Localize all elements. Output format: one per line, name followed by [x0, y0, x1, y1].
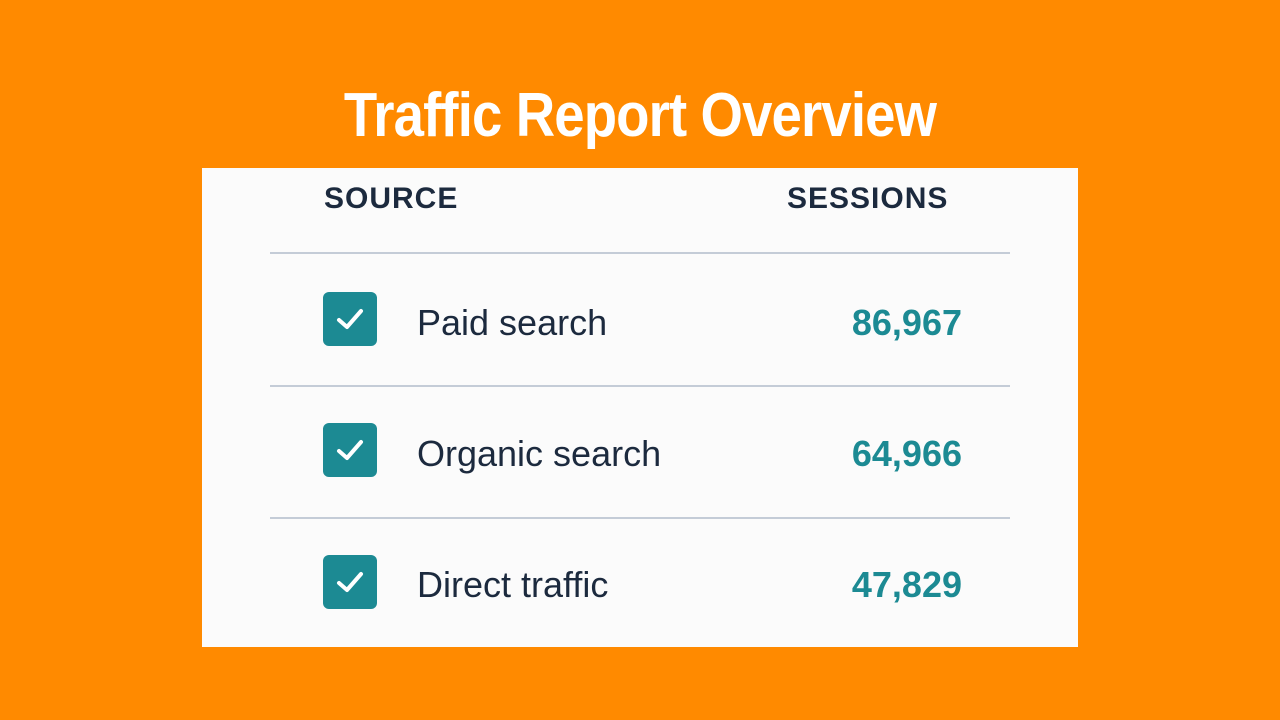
column-header-sessions: SESSIONS	[787, 182, 949, 215]
header-divider	[270, 252, 1010, 254]
row-label-source: Organic search	[417, 433, 662, 474]
traffic-table-card: SOURCE SESSIONS Paid search 86,967 Organ…	[202, 168, 1078, 647]
checkmark-icon	[337, 572, 363, 592]
row-checkbox-organic-search[interactable]	[323, 423, 377, 477]
row-checkbox-paid-search[interactable]	[323, 292, 377, 346]
checkmark-icon	[337, 309, 363, 329]
table-row: Direct traffic 47,829	[202, 530, 1078, 640]
table-header: SOURCE SESSIONS	[202, 168, 1078, 254]
checkmark-icon	[337, 440, 363, 460]
row-label-source: Paid search	[417, 302, 608, 343]
row-divider	[270, 517, 1010, 519]
row-value-sessions: 47,829	[851, 564, 962, 605]
row-divider	[270, 385, 1010, 387]
column-header-source: SOURCE	[324, 182, 459, 215]
row-value-sessions: 64,966	[851, 433, 962, 474]
row-label-source: Direct traffic	[417, 564, 609, 605]
row-value-sessions: 86,967	[851, 302, 962, 343]
page-title: Traffic Report Overview	[343, 81, 937, 150]
table-row: Organic search 64,966	[202, 399, 1078, 509]
table-row: Paid search 86,967	[202, 268, 1078, 378]
row-checkbox-direct-traffic[interactable]	[323, 555, 377, 609]
